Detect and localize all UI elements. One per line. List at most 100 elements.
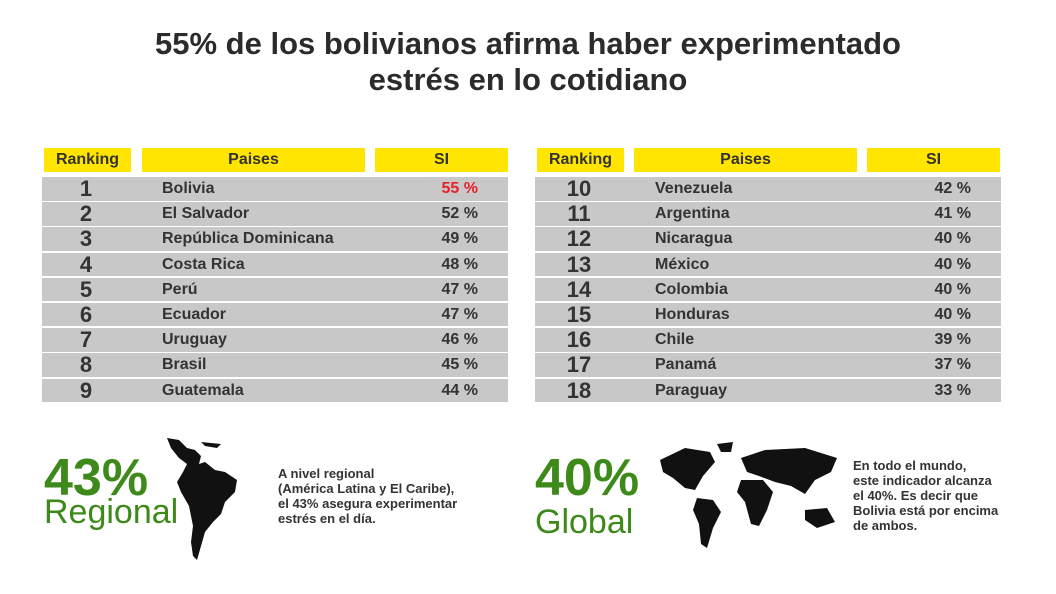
rank-cell: 18 bbox=[566, 377, 592, 403]
value-cell: 42 % bbox=[934, 180, 971, 197]
country-cell: Chile bbox=[655, 331, 695, 349]
country-cell: República Dominicana bbox=[162, 230, 334, 248]
table-row: 6 Ecuador 47 % bbox=[42, 301, 508, 327]
rank-cell: 7 bbox=[79, 327, 93, 353]
rank-cell: 16 bbox=[566, 327, 592, 353]
rank-cell: 9 bbox=[79, 377, 93, 403]
desc-line: Bolivia está por encima bbox=[853, 503, 999, 518]
rank-cell: 1 bbox=[79, 176, 93, 201]
value-cell: 39 % bbox=[934, 331, 971, 349]
country-cell: México bbox=[655, 255, 710, 273]
rank-cell: 13 bbox=[566, 251, 592, 277]
desc-line: el 43% asegura experimentar bbox=[278, 496, 458, 511]
global-description: En todo el mundo, este indicador alcanza e… bbox=[853, 458, 998, 533]
value-cell: 40 % bbox=[934, 255, 971, 273]
value-cell: 52 % bbox=[441, 205, 478, 223]
rank-cell: 3 bbox=[79, 226, 93, 252]
table-row: 18 Paraguay 33 % bbox=[535, 377, 1001, 403]
table-row: 12 Nicaragua 40 % bbox=[535, 227, 1001, 251]
country-cell: Uruguay bbox=[162, 331, 227, 349]
rank-cell: 8 bbox=[79, 352, 93, 378]
value-cell: 41 % bbox=[934, 205, 971, 223]
table-row: 13 México 40 % bbox=[535, 251, 1001, 277]
desc-line: de ambos. bbox=[853, 518, 918, 533]
country-cell: Ecuador bbox=[162, 305, 227, 323]
country-cell: Brasil bbox=[162, 356, 207, 374]
header-paises: Paises bbox=[634, 148, 857, 172]
header-paises: Paises bbox=[142, 148, 365, 172]
country-cell: Nicaragua bbox=[655, 230, 733, 248]
rank-cell: 17 bbox=[566, 352, 592, 378]
table-rows: 10 Venezuela 42 % 11 Argentina 41 % 12 Nicaragu… bbox=[535, 177, 1001, 404]
value-cell: 48 % bbox=[441, 255, 478, 273]
rank-cell: 2 bbox=[79, 201, 93, 227]
header-si: SI bbox=[867, 148, 1000, 172]
desc-line: A nivel regional bbox=[278, 466, 375, 481]
title-line-2: estrés en lo cotidiano bbox=[368, 62, 688, 97]
header-si: SI bbox=[375, 148, 508, 172]
global-value: 40% bbox=[535, 449, 640, 507]
value-cell: 33 % bbox=[934, 381, 971, 399]
country-cell: Bolivia bbox=[162, 180, 215, 197]
rank-cell: 14 bbox=[566, 276, 592, 302]
rank-cell: 5 bbox=[79, 276, 93, 302]
table-row: 8 Brasil 45 % bbox=[42, 353, 508, 377]
table-row: 3 República Dominicana 49 % bbox=[42, 227, 508, 251]
desc-line: (América Latina y El Caribe), bbox=[278, 481, 455, 496]
table-row: 15 Honduras 40 % bbox=[535, 301, 1001, 327]
regional-description: A nivel regional (América Latina y El Car… bbox=[278, 466, 457, 526]
title-line-1: 55% de los bolivianos afirma haber exper… bbox=[155, 26, 901, 61]
header-ranking: Ranking bbox=[537, 148, 624, 172]
table-row: 10 Venezuela 42 % bbox=[535, 177, 1001, 201]
rank-cell: 10 bbox=[566, 176, 592, 201]
rank-cell: 12 bbox=[566, 226, 592, 252]
value-cell: 47 % bbox=[441, 305, 478, 323]
table-row: 1 Bolivia 55 % bbox=[42, 177, 508, 201]
country-cell: Costa Rica bbox=[162, 255, 245, 273]
desc-line: estrés en el día. bbox=[278, 511, 376, 526]
value-cell: 45 % bbox=[441, 356, 478, 374]
table-row: 4 Costa Rica 48 % bbox=[42, 251, 508, 277]
regional-label: Regional bbox=[44, 493, 179, 531]
desc-line: el 40%. Es decir que bbox=[853, 488, 979, 503]
country-cell: Paraguay bbox=[655, 381, 728, 399]
table-row: 14 Colombia 40 % bbox=[535, 276, 1001, 302]
south-america-map-icon bbox=[167, 438, 237, 560]
page-title: 55% de los bolivianos afirma haber exper… bbox=[0, 26, 1056, 98]
value-cell: 49 % bbox=[441, 230, 478, 248]
country-cell: Perú bbox=[162, 280, 198, 298]
country-cell: Colombia bbox=[655, 280, 728, 298]
country-cell: Guatemala bbox=[162, 381, 244, 399]
rank-cell: 4 bbox=[79, 251, 93, 277]
value-cell: 47 % bbox=[441, 280, 478, 298]
header-ranking: Ranking bbox=[44, 148, 131, 172]
table-row: 7 Uruguay 46 % bbox=[42, 328, 508, 352]
world-map-icon bbox=[660, 442, 837, 548]
value-cell: 40 % bbox=[934, 280, 971, 298]
value-cell: 55 % bbox=[441, 180, 478, 197]
value-cell: 37 % bbox=[934, 356, 971, 374]
desc-line: este indicador alcanza bbox=[853, 473, 992, 488]
table-row: 11 Argentina 41 % bbox=[535, 202, 1001, 226]
regional-value: 43% bbox=[44, 449, 149, 507]
table-row: 2 El Salvador 52 % bbox=[42, 202, 508, 226]
table-row: 9 Guatemala 44 % bbox=[42, 377, 508, 403]
value-cell: 40 % bbox=[934, 305, 971, 323]
country-cell: Venezuela bbox=[655, 180, 733, 197]
country-cell: Panamá bbox=[655, 356, 717, 374]
country-cell: Argentina bbox=[655, 205, 730, 223]
rank-cell: 15 bbox=[566, 301, 592, 327]
rank-cell: 6 bbox=[79, 301, 93, 327]
value-cell: 40 % bbox=[934, 230, 971, 248]
desc-line: En todo el mundo, bbox=[853, 458, 967, 473]
country-cell: Honduras bbox=[655, 305, 730, 323]
table-row: 17 Panamá 37 % bbox=[535, 353, 1001, 377]
value-cell: 44 % bbox=[441, 381, 478, 399]
value-cell: 46 % bbox=[441, 331, 478, 349]
rank-cell: 11 bbox=[567, 201, 591, 227]
table-row: 5 Perú 47 % bbox=[42, 276, 508, 302]
country-cell: El Salvador bbox=[162, 205, 250, 223]
table-row: 16 Chile 39 % bbox=[535, 328, 1001, 352]
table-rows: 1 Bolivia 55 % 2 El Salvador 52 % 3 República D… bbox=[42, 177, 508, 404]
